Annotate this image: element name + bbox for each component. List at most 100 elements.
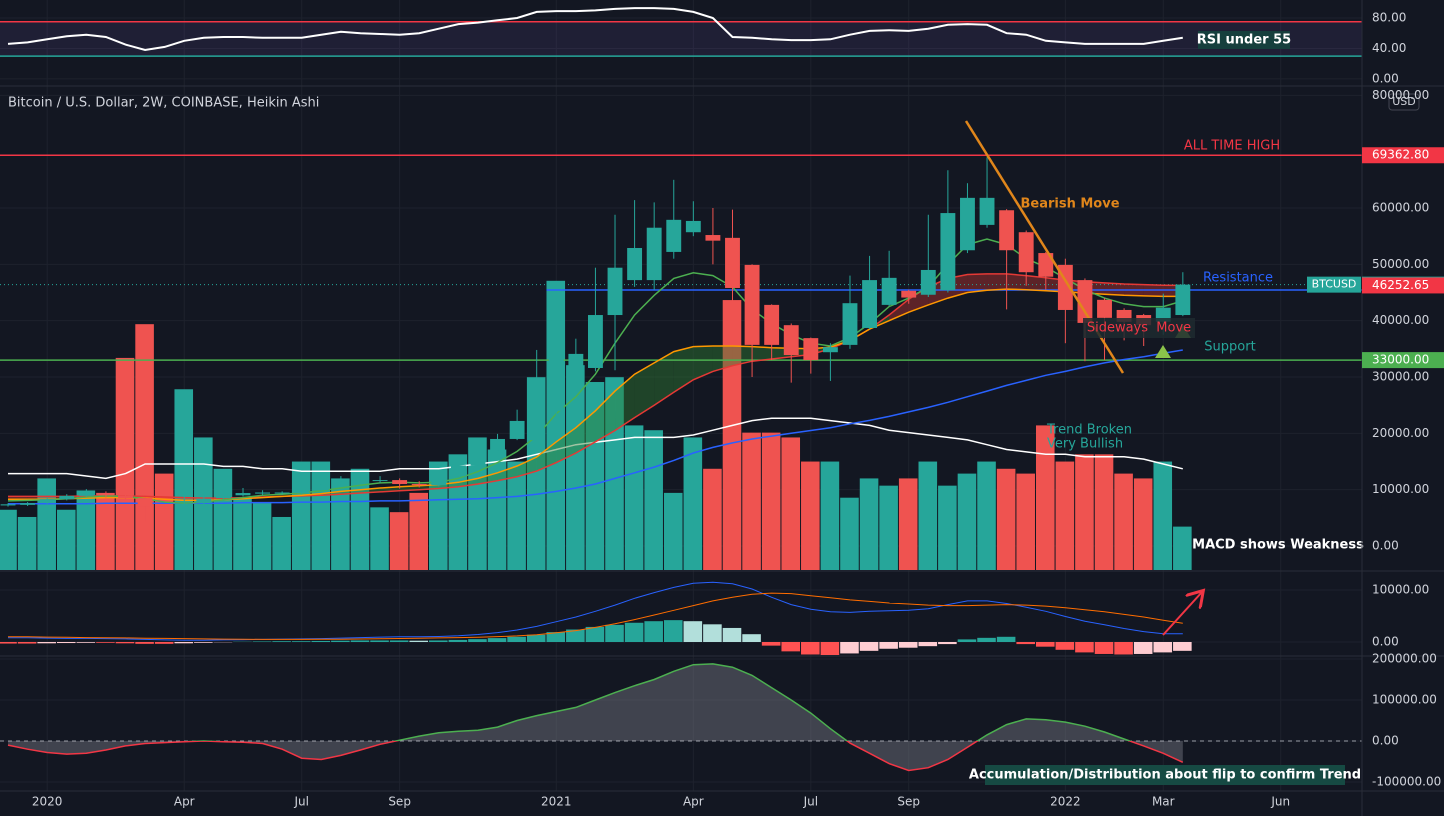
currency-box [1388, 93, 1420, 111]
volume-bar [742, 432, 761, 570]
macd-histogram-bar [17, 641, 37, 644]
volume-bar [429, 461, 448, 570]
y-tick-label: 100000.00 [1372, 693, 1437, 707]
macd-histogram-bar [174, 641, 194, 644]
candle-body [783, 325, 799, 356]
macd-histogram-bar [703, 624, 722, 642]
macd-histogram-bar [879, 641, 898, 649]
macd-histogram-bar [1055, 641, 1075, 650]
candle-body [313, 484, 329, 491]
macd-histogram-bar [1016, 641, 1035, 645]
price-tag [1362, 277, 1444, 294]
macd-histogram-bar [331, 640, 350, 642]
macd-histogram-bar [820, 641, 840, 655]
macd-histogram-bar [1035, 641, 1055, 647]
macd-histogram-bar [56, 641, 76, 644]
candle-body [666, 219, 682, 252]
volume-bar [213, 468, 233, 570]
candle-body [725, 237, 740, 288]
macd-histogram-bar [644, 621, 663, 642]
macd-histogram-bar [448, 639, 468, 642]
volume-bar [605, 377, 624, 570]
volume-bar [1133, 478, 1153, 570]
candle-body [137, 498, 153, 507]
y-tick-label: 200000.00 [1372, 652, 1437, 666]
macd-histogram-bar [781, 641, 801, 652]
candle-body [509, 420, 525, 439]
macd-histogram-bar [996, 636, 1016, 642]
x-tick-label: 2022 [1050, 795, 1081, 809]
macd-histogram-bar [898, 641, 918, 648]
volume-bar [311, 461, 331, 570]
volume-bar [1055, 461, 1075, 570]
volume-bar [898, 478, 918, 570]
volume-bar [820, 461, 840, 570]
y-tick-label: 40.00 [1372, 41, 1406, 55]
candle-body [157, 506, 173, 509]
x-tick-label: Jul [293, 795, 308, 809]
rsi-band [0, 21, 1362, 57]
macd-histogram-bar [115, 641, 135, 644]
volume-bar [859, 478, 879, 570]
volume-bar [37, 478, 56, 570]
candle-body [450, 465, 466, 477]
candle-body [960, 197, 975, 251]
macd-histogram-bar [683, 621, 703, 642]
volume-bar [781, 437, 801, 570]
volume-bar [840, 497, 859, 570]
candle-body [411, 484, 427, 486]
candle-body [940, 213, 956, 291]
volume-bar [272, 516, 291, 570]
annotation: Very Bullish [1047, 437, 1123, 452]
macd-histogram-bar [526, 634, 546, 642]
candle-body [685, 220, 701, 233]
macd-histogram-bar [487, 638, 507, 642]
macd-histogram-bar [76, 641, 96, 643]
volume-bar [1094, 454, 1114, 570]
ma-ribbon [1104, 282, 1125, 296]
y-tick-label: 0.00 [1372, 71, 1399, 85]
x-tick-label: Apr [683, 795, 704, 809]
volume-bar [644, 430, 663, 570]
volume-bar [291, 461, 311, 570]
volume-bar [1016, 473, 1035, 570]
y-tick-label: 50000.00 [1372, 257, 1429, 271]
macd-histogram-bar [389, 640, 409, 642]
price-tag [1362, 147, 1444, 164]
ma-ribbon [967, 273, 988, 293]
rsi-line [7, 7, 1183, 52]
annotation: RSI under 55 [1197, 33, 1291, 48]
x-tick-label: 2020 [32, 795, 63, 809]
y-tick-label: 40000.00 [1372, 313, 1429, 327]
macd-histogram-bar [840, 641, 859, 654]
macd-line [8, 592, 1183, 640]
candle-body [822, 347, 838, 353]
candle-body [803, 338, 819, 361]
annotation: Resistance [1203, 271, 1273, 286]
candle-body [98, 493, 114, 496]
macd-histogram-bar [37, 641, 56, 644]
macd-histogram-bar [1094, 641, 1114, 654]
volume-bar [135, 324, 154, 570]
ma-ribbon [987, 273, 1007, 291]
volume-bar [663, 492, 683, 570]
candle-body [764, 304, 780, 345]
volume-bar [76, 490, 96, 570]
currency: USD [1392, 95, 1416, 108]
price-tag-label: 46252.65 [1372, 278, 1429, 292]
macd-histogram-bar [0, 641, 17, 644]
macd-histogram-bar [605, 624, 624, 642]
ma-ribbon [673, 346, 694, 393]
candle-body [255, 492, 271, 494]
macd-histogram-bar [311, 640, 331, 642]
volume-bar [1075, 454, 1094, 570]
candle-body [118, 495, 133, 499]
volume-bar [96, 492, 115, 570]
annotation: MACD shows Weakness [1192, 538, 1364, 553]
macd-histogram-bar [1075, 641, 1094, 653]
symbol-tag [1307, 276, 1361, 293]
candle-body [920, 269, 936, 295]
volume-bar [1153, 461, 1173, 570]
